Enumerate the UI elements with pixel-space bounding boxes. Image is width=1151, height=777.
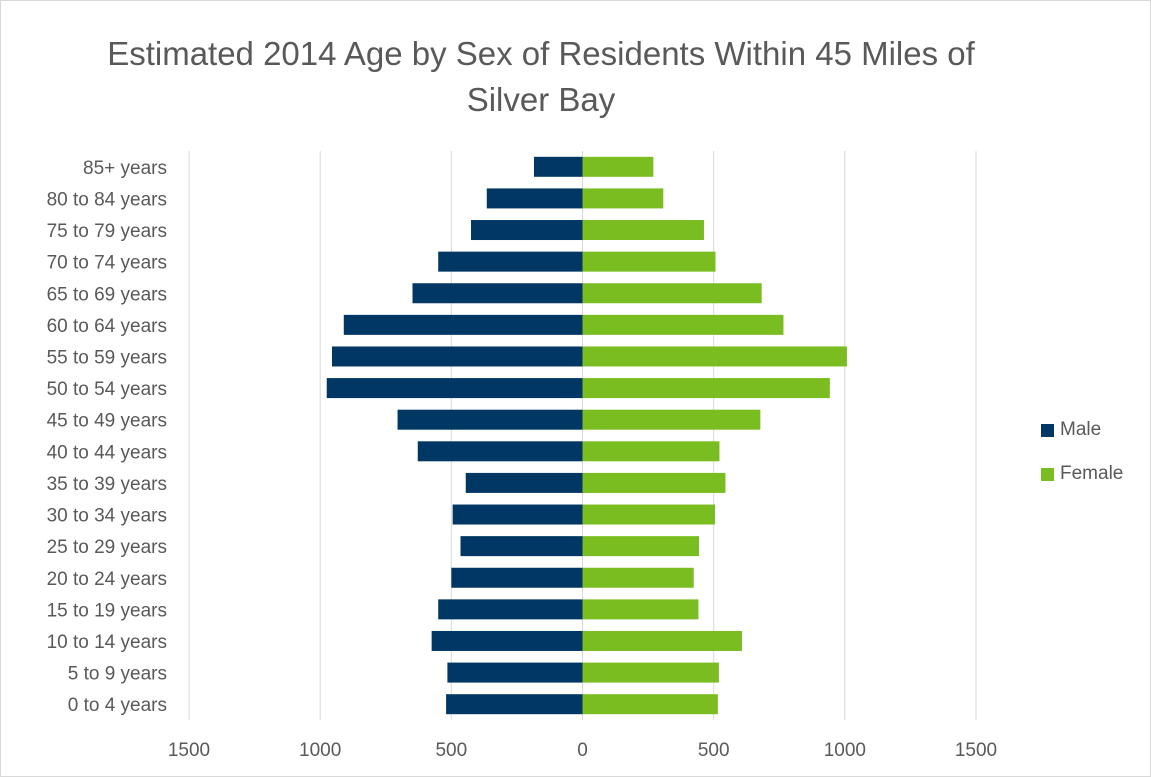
bar-male [343, 314, 583, 335]
bar-male [447, 662, 583, 683]
bar-male [331, 346, 583, 367]
category-label: 30 to 34 years [47, 506, 167, 527]
bar-male [397, 409, 583, 430]
legend-label-female: Female [1060, 463, 1124, 484]
bar-male [533, 156, 583, 177]
legend-item-male: Male [1041, 419, 1123, 441]
bar-male [431, 630, 583, 651]
category-label: 15 to 19 years [47, 600, 167, 621]
chart-title: Estimated 2014 Age by Sex of Residents W… [107, 35, 975, 118]
bar-male [417, 441, 583, 462]
bar-male [412, 283, 583, 304]
bar-female [582, 283, 762, 304]
category-label: 50 to 54 years [47, 379, 167, 400]
bar-female [582, 346, 847, 367]
bar-male [446, 694, 583, 715]
bar-female [582, 314, 784, 335]
bar-female [582, 599, 699, 620]
bar-male [486, 188, 583, 209]
category-label: 85+ years [83, 158, 167, 179]
bar-female [582, 536, 699, 557]
bar-female [582, 220, 704, 241]
bar-male [451, 567, 583, 588]
legend-label-male: Male [1060, 419, 1102, 440]
category-label: 55 to 59 years [47, 347, 167, 368]
category-label: 60 to 64 years [47, 316, 167, 337]
bar-female [582, 378, 830, 399]
category-label: 5 to 9 years [68, 664, 167, 685]
bar-male [326, 378, 583, 399]
category-label: 75 to 79 years [47, 221, 167, 242]
category-label: 65 to 69 years [47, 284, 167, 305]
bar-female [582, 567, 694, 588]
x-tick-label: 1500 [955, 740, 997, 761]
bar-male [465, 472, 583, 493]
x-tick-label: 500 [698, 740, 730, 761]
bar-female [582, 441, 720, 462]
category-label: 70 to 74 years [47, 253, 167, 274]
bar-female [582, 472, 726, 493]
bar-female [582, 504, 715, 525]
x-tick-label: 1000 [824, 740, 866, 761]
category-label: 0 to 4 years [68, 695, 167, 716]
bar-female [582, 409, 761, 430]
bar-female [582, 662, 719, 683]
bar-male [460, 536, 583, 557]
category-label: 80 to 84 years [47, 189, 167, 210]
bar-male [452, 504, 583, 525]
bar-female [582, 694, 718, 715]
legend-swatch-female [1041, 467, 1054, 481]
bar-female [582, 251, 716, 272]
bar-male [438, 251, 583, 272]
legend-item-female: Female [1041, 463, 1123, 485]
bar-female [582, 188, 664, 209]
category-label: 45 to 49 years [47, 411, 167, 432]
x-tick-label: 0 [577, 740, 588, 761]
category-label: 25 to 29 years [47, 537, 167, 558]
bar-female [582, 630, 742, 651]
category-label: 10 to 14 years [47, 632, 167, 653]
chart-legend: Male Female [1041, 419, 1123, 507]
category-label: 20 to 24 years [47, 569, 167, 590]
legend-swatch-male [1041, 423, 1054, 437]
x-tick-label: 1000 [299, 740, 341, 761]
bar-female [582, 156, 654, 177]
bar-male [471, 220, 583, 241]
category-label: 40 to 44 years [47, 442, 167, 463]
x-tick-label: 1500 [168, 740, 210, 761]
x-tick-label: 500 [435, 740, 467, 761]
category-label: 35 to 39 years [47, 474, 167, 495]
bar-male [438, 599, 583, 620]
